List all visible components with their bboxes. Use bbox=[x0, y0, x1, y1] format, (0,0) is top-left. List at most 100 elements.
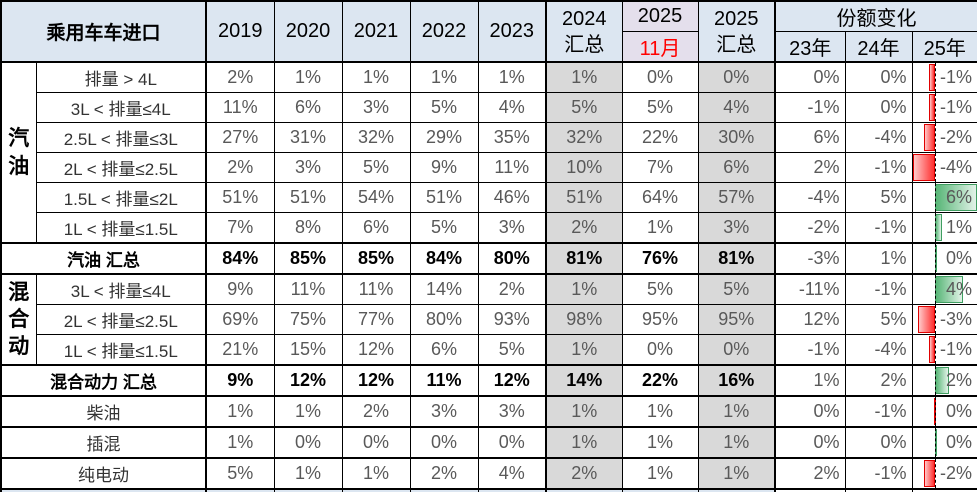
change-cell[interactable]: -4% bbox=[844, 334, 913, 366]
value-cell[interactable]: 12% bbox=[477, 364, 548, 397]
value-cell[interactable]: 5% bbox=[697, 273, 777, 305]
value-cell[interactable]: 6% bbox=[341, 212, 411, 244]
change-cell[interactable]: -1% bbox=[844, 395, 913, 428]
value-cell[interactable]: 22% bbox=[621, 122, 699, 153]
row-label[interactable]: 2L < 排量≤2.5L bbox=[35, 304, 208, 335]
col-header-change-25[interactable]: 25年 bbox=[911, 31, 977, 63]
value-cell[interactable]: 3% bbox=[477, 395, 548, 428]
change-cell[interactable]: 1% bbox=[774, 364, 846, 397]
change-cell[interactable]: 2% bbox=[774, 457, 846, 490]
value-cell[interactable]: 5% bbox=[409, 212, 479, 244]
change-cell-25[interactable]: 0% bbox=[911, 242, 977, 275]
value-cell[interactable]: 3% bbox=[697, 212, 777, 244]
value-cell[interactable]: 6% bbox=[273, 92, 343, 123]
value-cell[interactable]: 1% bbox=[273, 395, 343, 428]
value-cell[interactable]: 0% bbox=[697, 61, 777, 93]
change-cell-25[interactable]: 0% bbox=[911, 426, 977, 459]
value-cell[interactable]: 1% bbox=[477, 61, 548, 93]
value-cell[interactable]: 75% bbox=[273, 304, 343, 335]
row-label[interactable]: 纯电动 bbox=[0, 457, 208, 490]
value-cell[interactable]: 54% bbox=[341, 182, 411, 213]
value-cell[interactable]: 84% bbox=[409, 242, 479, 275]
value-cell[interactable]: 1% bbox=[545, 61, 623, 93]
value-cell[interactable]: 12% bbox=[273, 364, 343, 397]
col-header-share-change[interactable]: 份额变化 bbox=[774, 0, 977, 32]
change-cell[interactable]: -11% bbox=[774, 273, 846, 305]
value-cell[interactable]: 3% bbox=[341, 92, 411, 123]
value-cell[interactable]: 95% bbox=[621, 304, 699, 335]
value-cell[interactable]: 7% bbox=[621, 152, 699, 183]
value-cell[interactable]: 14% bbox=[545, 364, 623, 397]
value-cell[interactable]: 22% bbox=[621, 364, 699, 397]
value-cell[interactable]: 2% bbox=[545, 212, 623, 244]
value-cell[interactable]: 14% bbox=[409, 273, 479, 305]
value-cell[interactable]: 3% bbox=[409, 395, 479, 428]
value-cell[interactable]: 12% bbox=[341, 364, 411, 397]
change-cell-25[interactable]: -2% bbox=[911, 122, 977, 153]
row-label[interactable]: 插混 bbox=[0, 426, 208, 459]
value-cell[interactable]: 4% bbox=[697, 92, 777, 123]
value-cell[interactable]: 0% bbox=[477, 426, 548, 459]
value-cell[interactable]: 3% bbox=[477, 212, 548, 244]
change-cell[interactable]: 0% bbox=[844, 92, 913, 123]
value-cell[interactable]: 29% bbox=[409, 122, 479, 153]
value-cell[interactable]: 5% bbox=[621, 92, 699, 123]
change-cell-25[interactable]: 1% bbox=[911, 212, 977, 244]
value-cell[interactable]: 30% bbox=[697, 122, 777, 153]
change-cell-25[interactable]: -3% bbox=[911, 304, 977, 335]
value-cell[interactable]: 46% bbox=[477, 182, 548, 213]
value-cell[interactable]: 1% bbox=[273, 457, 343, 490]
row-label[interactable]: 3L < 排量≤4L bbox=[35, 273, 208, 305]
change-cell[interactable]: 5% bbox=[844, 304, 913, 335]
value-cell[interactable]: 6% bbox=[697, 152, 777, 183]
value-cell[interactable]: 77% bbox=[341, 304, 411, 335]
value-cell[interactable]: 93% bbox=[477, 304, 548, 335]
table-title[interactable]: 乘用车车进口 bbox=[0, 0, 208, 63]
value-cell[interactable]: 0% bbox=[341, 426, 411, 459]
value-cell[interactable]: 11% bbox=[205, 92, 275, 123]
value-cell[interactable]: 80% bbox=[409, 304, 479, 335]
change-cell[interactable]: 0% bbox=[844, 61, 913, 93]
value-cell[interactable]: 1% bbox=[621, 426, 699, 459]
value-cell[interactable]: 12% bbox=[341, 334, 411, 366]
value-cell[interactable]: 1% bbox=[697, 426, 777, 459]
value-cell[interactable]: 5% bbox=[205, 457, 275, 490]
change-cell[interactable]: -4% bbox=[774, 182, 846, 213]
value-cell[interactable]: 0% bbox=[409, 426, 479, 459]
value-cell[interactable]: 2% bbox=[477, 273, 548, 305]
col-header-2020[interactable]: 2020 bbox=[273, 0, 343, 63]
value-cell[interactable]: 57% bbox=[697, 182, 777, 213]
col-header-2023[interactable]: 2023 bbox=[477, 0, 548, 63]
change-cell[interactable]: 1% bbox=[844, 242, 913, 275]
col-header-2021[interactable]: 2021 bbox=[341, 0, 411, 63]
group-label[interactable]: 混合动 bbox=[0, 273, 37, 366]
change-cell[interactable]: -1% bbox=[844, 457, 913, 490]
row-label[interactable]: 3L < 排量≤4L bbox=[35, 92, 208, 123]
value-cell[interactable]: 85% bbox=[273, 242, 343, 275]
col-header-change-24[interactable]: 24年 bbox=[844, 31, 913, 63]
change-cell-25[interactable]: 2% bbox=[911, 364, 977, 397]
value-cell[interactable]: 15% bbox=[273, 334, 343, 366]
value-cell[interactable]: 1% bbox=[409, 61, 479, 93]
change-cell-25[interactable]: 6% bbox=[911, 182, 977, 213]
value-cell[interactable]: 10% bbox=[545, 152, 623, 183]
change-cell[interactable]: 6% bbox=[774, 122, 846, 153]
change-cell[interactable]: 12% bbox=[774, 304, 846, 335]
col-header-change-23[interactable]: 23年 bbox=[774, 31, 846, 63]
value-cell[interactable]: 64% bbox=[621, 182, 699, 213]
value-cell[interactable]: 100% bbox=[477, 488, 548, 492]
value-cell[interactable]: 11% bbox=[341, 273, 411, 305]
value-cell[interactable]: 21% bbox=[205, 334, 275, 366]
value-cell[interactable]: 6% bbox=[409, 334, 479, 366]
value-cell[interactable]: 0% bbox=[273, 426, 343, 459]
value-cell[interactable]: 5% bbox=[545, 92, 623, 123]
value-cell[interactable]: 5% bbox=[341, 152, 411, 183]
value-cell[interactable]: 0% bbox=[697, 334, 777, 366]
value-cell[interactable]: 69% bbox=[205, 304, 275, 335]
value-cell[interactable]: 35% bbox=[477, 122, 548, 153]
value-cell[interactable]: 27% bbox=[205, 122, 275, 153]
row-label[interactable]: 总计 bbox=[0, 488, 208, 492]
change-cell-25[interactable]: 0% bbox=[911, 395, 977, 428]
value-cell[interactable]: 95% bbox=[697, 304, 777, 335]
col-header-2022[interactable]: 2022 bbox=[409, 0, 479, 63]
